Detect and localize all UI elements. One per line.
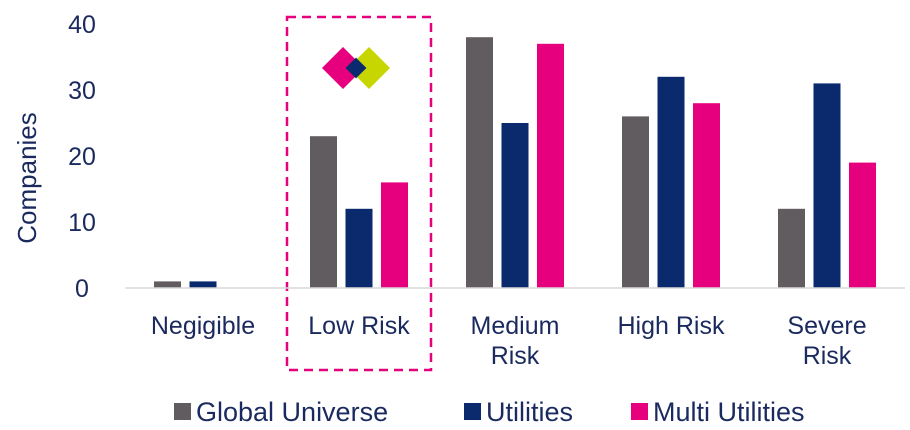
bar-utilities <box>189 281 217 288</box>
bar-multi-utilities <box>381 182 408 288</box>
diamond-logo-icon <box>322 47 390 89</box>
bar-global-universe <box>778 208 805 288</box>
bar-global-universe <box>466 37 493 289</box>
legend-swatch <box>464 403 481 420</box>
x-tick-label: High Risk <box>618 312 725 340</box>
bar-utilities <box>501 123 529 288</box>
y-tick-labels: 0 10 20 30 40 <box>68 11 96 303</box>
bar-utilities <box>657 76 685 288</box>
y-axis-label: Companies <box>12 112 42 244</box>
bar-global-universe <box>154 281 181 288</box>
bar-global-universe <box>622 116 649 289</box>
y-axis-label-group: Companies <box>12 112 42 244</box>
legend-swatch <box>174 403 191 420</box>
x-tick-label: Low Risk <box>308 312 410 340</box>
legend-label: Multi Utilities <box>653 397 805 427</box>
y-tick-label: 30 <box>68 77 96 105</box>
logo-pink-diamond <box>322 47 364 89</box>
x-tick-label: Severe Risk <box>787 312 866 370</box>
bar-multi-utilities <box>537 43 564 288</box>
y-tick-label: 0 <box>75 275 89 303</box>
legend-label: Utilities <box>486 397 573 427</box>
x-tick-label: Negigible <box>151 312 255 340</box>
logo-green-diamond <box>348 47 390 89</box>
y-tick-label: 40 <box>68 11 96 39</box>
bar-multi-utilities <box>849 162 876 288</box>
bar-global-universe <box>310 136 337 288</box>
highlight-dashed-box <box>285 15 433 372</box>
low-risk-highlight <box>285 15 433 372</box>
bars <box>154 37 876 289</box>
bar-multi-utilities <box>693 103 720 288</box>
bar-utilities <box>345 208 373 288</box>
x-tick-labels: Negigible Low Risk Medium Risk High Risk Seve… <box>151 312 867 370</box>
x-tick-label: Medium Risk <box>471 312 560 370</box>
legend-swatch <box>631 403 648 420</box>
y-tick-label: 10 <box>68 209 96 237</box>
legend: Global Universe Utilities Multi Utilities <box>174 397 805 427</box>
legend-label: Global Universe <box>196 397 388 427</box>
y-tick-label: 20 <box>68 143 96 171</box>
bar-utilities <box>813 83 841 289</box>
